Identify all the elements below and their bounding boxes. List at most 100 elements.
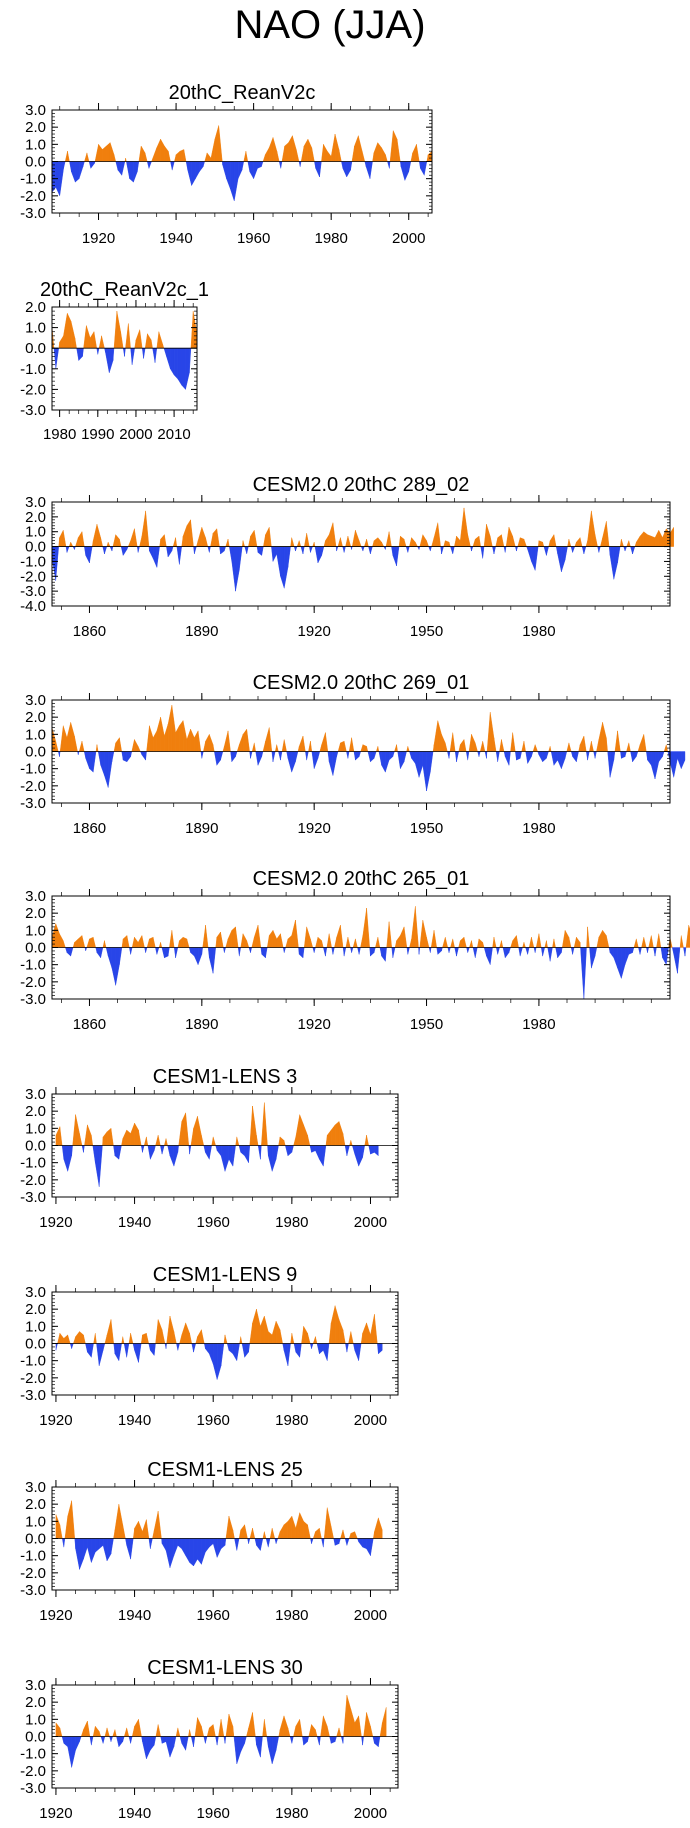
area-segment — [240, 1736, 245, 1753]
area-segment — [482, 741, 486, 752]
area-segment — [132, 1343, 135, 1351]
area-segment — [213, 1136, 216, 1146]
area-segment — [538, 540, 543, 547]
area-segment — [456, 947, 459, 957]
area-segment — [308, 1724, 312, 1737]
area-segment — [75, 1330, 80, 1344]
area-segment — [389, 161, 391, 169]
area-segment — [79, 1736, 82, 1742]
area-segment — [244, 1736, 247, 1744]
area-segment — [475, 947, 478, 958]
y-tick-label: 1.0 — [25, 922, 46, 939]
area-segment — [55, 546, 59, 581]
area-segment — [241, 1343, 245, 1358]
area-segment — [172, 161, 175, 171]
area-segment — [74, 736, 78, 752]
x-tick-label: 1980 — [522, 623, 555, 640]
area-segment — [387, 161, 390, 169]
area-segment — [75, 161, 80, 183]
area-segment — [150, 1736, 155, 1751]
area-segment — [594, 534, 598, 547]
area-segment — [90, 161, 95, 169]
area-segment — [400, 161, 406, 181]
area-segment — [265, 727, 270, 752]
area-segment — [370, 751, 375, 763]
area-segment — [107, 542, 111, 547]
area-segment — [396, 744, 398, 752]
area-segment — [607, 751, 611, 778]
area-segment — [264, 1315, 269, 1344]
area-segment — [561, 947, 563, 953]
area-segment — [197, 1116, 202, 1146]
x-tick-label: 1920 — [39, 1805, 72, 1822]
area-segment — [340, 1529, 344, 1539]
area-segment — [257, 751, 262, 766]
area-segment — [354, 1343, 359, 1361]
area-segment — [154, 1510, 159, 1539]
area-segment — [368, 1145, 371, 1155]
area-segment — [111, 751, 115, 762]
area-segment — [626, 742, 629, 752]
area-segment — [197, 1717, 202, 1737]
area-segment — [275, 1145, 279, 1160]
area-segment — [81, 1145, 84, 1153]
area-segment — [378, 1343, 383, 1355]
area-segment — [110, 1538, 114, 1554]
area-segment — [71, 1343, 74, 1349]
area-segment — [392, 751, 395, 757]
area-segment — [381, 147, 386, 162]
area-segment — [471, 546, 474, 552]
area-segment — [418, 751, 423, 778]
area-segment — [193, 1116, 198, 1146]
y-tick-label: 2.0 — [25, 119, 46, 136]
area-segment — [374, 1736, 379, 1748]
area-segment — [98, 1731, 102, 1737]
area-segment — [557, 947, 562, 959]
x-tick-label: 2000 — [354, 1607, 387, 1624]
area-segment — [299, 1114, 304, 1146]
area-segment — [122, 546, 128, 557]
area-segment — [157, 1319, 163, 1344]
area-segment — [113, 311, 118, 349]
area-segment — [279, 1136, 285, 1146]
area-segment — [287, 935, 292, 948]
area-segment — [342, 1529, 346, 1539]
x-tick-label: 1960 — [197, 1214, 230, 1231]
area-segment — [130, 528, 135, 547]
area-segment — [174, 154, 177, 162]
area-segment — [233, 1736, 237, 1764]
panel-title: CESM2.0 20thC 289_02 — [253, 474, 470, 496]
area-segment — [334, 1305, 340, 1344]
area-segment — [225, 938, 229, 948]
area-segment — [550, 751, 555, 766]
area-segment — [249, 1322, 253, 1344]
panel-5: CESM2.0 20thC 265_01 3.02.01.00.0-1.0-2.0… — [20, 868, 690, 1033]
area-segment — [493, 546, 496, 555]
area-segment — [245, 151, 249, 162]
area-segment — [234, 161, 239, 202]
area-segment — [235, 546, 240, 592]
area-segment — [154, 1145, 156, 1151]
area-segment — [354, 135, 359, 162]
area-segment — [228, 1714, 234, 1737]
area-segment — [362, 151, 366, 162]
y-tick-label: 2.0 — [25, 1103, 46, 1120]
area-segment — [122, 1524, 126, 1539]
area-segment — [214, 751, 218, 766]
area-segment — [119, 737, 122, 752]
area-segment — [71, 1736, 76, 1768]
area-segment — [319, 161, 322, 177]
area-segment — [285, 1145, 289, 1156]
area-segment — [334, 133, 340, 162]
area-segment — [279, 1329, 283, 1344]
area-segment — [291, 1145, 294, 1153]
area-segment — [407, 746, 410, 752]
area-segment — [621, 539, 624, 547]
panel-title: CESM1-LENS 3 — [153, 1066, 298, 1088]
area-segment — [654, 751, 659, 780]
area-segment — [87, 1721, 91, 1737]
area-segment — [346, 1538, 350, 1546]
nao-series — [55, 1695, 387, 1768]
area-segment — [151, 339, 153, 349]
area-segment — [583, 546, 587, 555]
